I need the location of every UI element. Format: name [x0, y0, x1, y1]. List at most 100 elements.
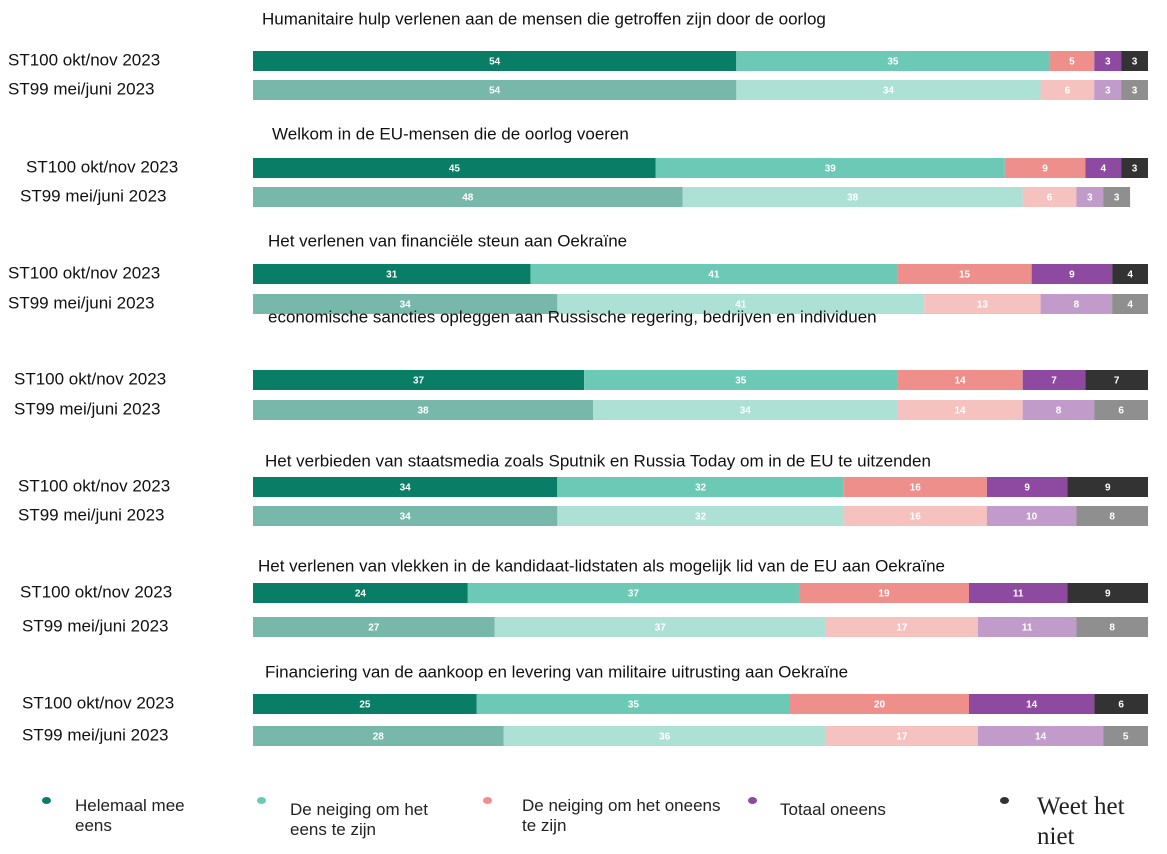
row-label: ST100 okt/nov 2023: [14, 369, 166, 388]
data-label: 3: [1105, 86, 1111, 97]
group-title: Het verlenen van vlekken in de kandidaat…: [258, 556, 945, 575]
data-label: 24: [355, 589, 367, 600]
bar-segment: [530, 264, 898, 284]
data-label: 9: [1105, 589, 1111, 600]
data-label: 3: [1132, 86, 1138, 97]
legend-label: Weet het niet: [1037, 793, 1125, 850]
row-label: ST100 okt/nov 2023: [8, 50, 160, 69]
data-label: 7: [1114, 376, 1120, 387]
legend-swatch: [1000, 797, 1009, 804]
data-label: 8: [1109, 512, 1115, 523]
bar-segment: [253, 694, 477, 714]
bar-segment: [253, 506, 558, 526]
data-label: 20: [874, 700, 886, 711]
bar-segment: [1094, 400, 1148, 420]
group-title: Het verbieden van staatsmedia zoals Sput…: [265, 451, 931, 470]
bar-segment: [1040, 80, 1095, 100]
data-label: 5: [1069, 57, 1075, 68]
data-label: 11: [1022, 623, 1033, 634]
legend-label: De neiging om het eens te zijn: [290, 800, 428, 839]
row-label: ST99 mei/juni 2023: [8, 293, 154, 312]
bar-segment: [253, 617, 495, 637]
bar-segment: [1040, 294, 1113, 314]
bar-segment: [1076, 187, 1104, 207]
bar-segment: [253, 726, 504, 746]
data-label: 3: [1087, 193, 1093, 204]
bar-segment: [736, 80, 1041, 100]
bar-segment: [253, 370, 585, 390]
row-label: ST99 mei/juni 2023: [22, 725, 168, 744]
group-title: economische sancties opleggen aan Russis…: [268, 307, 877, 326]
data-label: 14: [954, 406, 966, 417]
data-label: 7: [1051, 376, 1057, 387]
bar-segment: [924, 294, 1041, 314]
bar-segment: [1022, 400, 1095, 420]
bar-segment: [1076, 506, 1148, 526]
data-label: 9: [1042, 164, 1048, 175]
bar-segment: [1103, 726, 1148, 746]
data-label: 6: [1065, 86, 1071, 97]
bar-segment: [593, 400, 898, 420]
bar-segment: [467, 583, 799, 603]
data-label: 6: [1047, 193, 1053, 204]
data-label: 14: [954, 376, 966, 387]
bar-segment: [1022, 187, 1077, 207]
bar-segment: [1085, 158, 1122, 178]
bar-segment: [1076, 617, 1148, 637]
bar-segment: [1022, 370, 1086, 390]
data-label: 17: [896, 623, 908, 634]
bar-segment: [253, 80, 737, 100]
row-label: ST100 okt/nov 2023: [8, 263, 160, 282]
bar-segment: [253, 294, 558, 314]
data-label: 13: [977, 300, 989, 311]
data-label: 41: [735, 300, 747, 311]
bar-segment: [1085, 370, 1148, 390]
bar-segment: [897, 264, 1032, 284]
legend-label: Helemaal mee eens: [75, 796, 185, 835]
bar-segment: [1094, 80, 1122, 100]
bar-segment: [843, 506, 987, 526]
data-label: 9: [1024, 483, 1030, 494]
data-label: 28: [373, 732, 385, 743]
data-label: 8: [1056, 406, 1062, 417]
bar-segment: [253, 264, 531, 284]
legend-swatch: [483, 797, 492, 804]
data-label: 4: [1100, 164, 1106, 175]
data-label: 14: [1026, 700, 1038, 711]
data-label: 39: [825, 164, 837, 175]
bar-segment: [557, 506, 844, 526]
bar-segment: [253, 477, 558, 497]
data-label: 16: [910, 483, 922, 494]
bar-segment: [253, 187, 683, 207]
data-label: 3: [1132, 164, 1138, 175]
data-label: 38: [417, 406, 429, 417]
data-label: 48: [462, 193, 474, 204]
data-label: 37: [655, 623, 667, 634]
data-label: 3: [1114, 193, 1120, 204]
bar-segment: [1094, 694, 1148, 714]
bar-segment: [1121, 51, 1148, 71]
bar-segment: [503, 726, 826, 746]
bar-segment: [969, 694, 1095, 714]
bar-segment: [253, 583, 468, 603]
bar-segment: [1121, 80, 1148, 100]
bar-segment: [977, 726, 1104, 746]
data-label: 11: [1013, 589, 1024, 600]
chart: Humanitaire hulp verlenen aan de mensen …: [8, 9, 1148, 746]
group-title: Humanitaire hulp verlenen aan de mensen …: [262, 9, 826, 28]
bar-segment: [253, 400, 594, 420]
data-label: 54: [489, 86, 501, 97]
row-label: ST100 okt/nov 2023: [26, 157, 178, 176]
bar-segment: [790, 694, 969, 714]
data-label: 34: [740, 406, 752, 417]
data-label: 34: [883, 86, 895, 97]
group-title: Welkom in de EU-mensen die de oorlog voe…: [272, 124, 629, 143]
data-label: 9: [1069, 270, 1075, 281]
data-label: 32: [695, 483, 707, 494]
bar-segment: [969, 583, 1068, 603]
data-label: 54: [489, 57, 501, 68]
bar-segment: [1067, 583, 1148, 603]
bar-segment: [494, 617, 826, 637]
row-label: ST99 mei/juni 2023: [18, 505, 164, 524]
data-label: 32: [695, 512, 707, 523]
